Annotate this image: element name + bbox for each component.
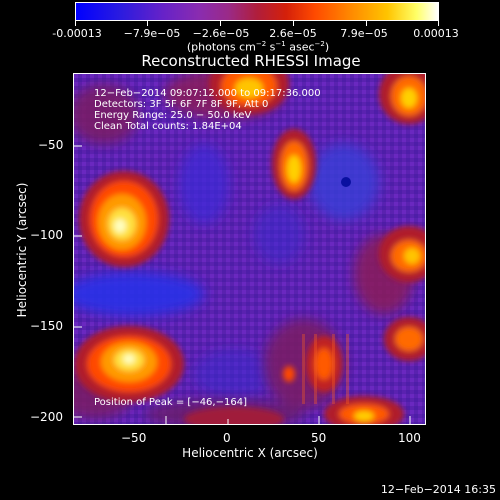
- colorbar-tick: [75, 21, 76, 26]
- colorbar-tick-label: -0.00013: [52, 27, 102, 40]
- y-tick-label: −100: [30, 228, 63, 242]
- colorbar-tick-label: 2.6e−05: [269, 27, 317, 40]
- y-tick-label: −50: [38, 138, 64, 152]
- render-timestamp: 12−Feb−2014 16:35: [380, 483, 496, 496]
- colorbar: [75, 2, 439, 21]
- colorbar-units: (photons cm−2 s−1 asec−2): [186, 40, 330, 54]
- peak-position: Position of Peak = [−46,−164]: [94, 397, 247, 408]
- colorbar-tick-label: 0.00013: [413, 27, 459, 40]
- colorbar-tick: [366, 21, 367, 26]
- info-line-time: 12−Feb−2014 09:07:12.000 to 09:17:36.000: [94, 88, 321, 99]
- x-tick-label: 100: [398, 431, 421, 445]
- y-tick-label: −150: [30, 319, 63, 333]
- y-axis-title: Heliocentric Y (arcsec): [15, 182, 29, 318]
- colorbar-tick-label: −2.6e−05: [192, 27, 250, 40]
- y-tick-label: −200: [30, 410, 63, 424]
- info-line-energy: Energy Range: 25.0 − 50.0 keV: [94, 110, 252, 121]
- info-line-detectors: Detectors: 3F 5F 6F 7F 8F 9F, Att 0: [94, 99, 269, 110]
- x-tick-label: 0: [223, 431, 231, 445]
- x-axis-title: Heliocentric X (arcsec): [182, 446, 318, 460]
- plot-title: Reconstructed RHESSI Image: [141, 52, 361, 70]
- colorbar-tick: [220, 21, 221, 26]
- x-tick-label: −50: [121, 431, 147, 445]
- rhessi-image: [73, 73, 426, 425]
- colorbar-tick: [293, 21, 294, 26]
- colorbar-tick-label: −7.9e−05: [123, 27, 181, 40]
- colorbar-tick-label: 7.9e−05: [340, 27, 388, 40]
- colorbar-tick: [147, 21, 148, 26]
- colorbar-tick: [438, 21, 439, 26]
- rhessi-image-graphic: [74, 74, 425, 424]
- x-tick-label: 50: [311, 431, 327, 445]
- info-line-clean: Clean Total counts: 1.84E+04: [94, 121, 242, 132]
